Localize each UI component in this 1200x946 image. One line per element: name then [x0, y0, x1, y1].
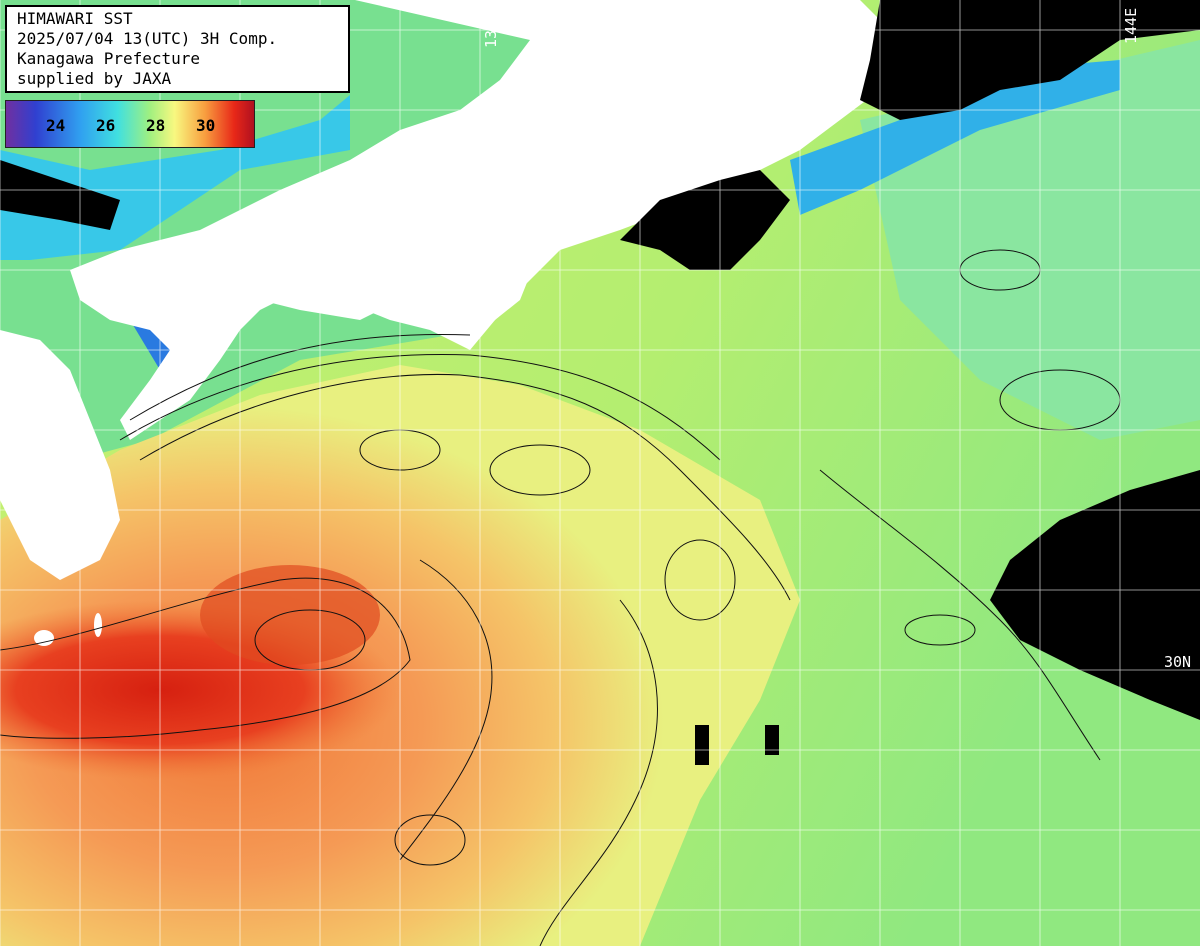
- contour-ring-4: [394, 814, 466, 866]
- cloud-east-coast: [620, 170, 790, 270]
- cloud-southeast: [990, 470, 1200, 720]
- agency: Kanagawa Prefecture: [17, 49, 201, 68]
- contour-ring-7: [904, 614, 976, 646]
- lon-label-138e: 138E: [482, 11, 500, 48]
- cloud-speck-2: [765, 725, 779, 755]
- lat-label-30n: 30N: [1164, 653, 1192, 671]
- legend-tick-26: 26: [96, 116, 116, 135]
- land-shikoku: [250, 250, 400, 320]
- cloud-speck-1: [695, 725, 709, 765]
- lon-label-144e: 144E: [1122, 7, 1140, 44]
- color-legend: 24 26 28 30: [5, 100, 255, 148]
- data-source: supplied by JAXA: [17, 69, 172, 88]
- contour-27: [129, 334, 471, 421]
- contour-27-east: [819, 469, 1101, 761]
- contour-30: [0, 577, 411, 739]
- cold-water-east-coast: [790, 60, 1120, 215]
- legend-tick-24: 24: [46, 116, 66, 135]
- hot-core-2: [200, 565, 380, 665]
- island-small-2: [94, 613, 102, 637]
- contour-28: [119, 354, 721, 461]
- island-small-1: [34, 630, 54, 646]
- contour-29-south: [399, 559, 493, 861]
- product-title: HIMAWARI SST: [17, 9, 133, 28]
- legend-colorbar: [6, 101, 254, 147]
- legend-tick-28: 28: [146, 116, 166, 135]
- timestamp: 2025/07/04 13(UTC) 3H Comp.: [17, 29, 278, 48]
- info-box: HIMAWARI SST 2025/07/04 13(UTC) 3H Comp.…: [5, 5, 350, 93]
- land-kii-peninsula: [430, 220, 540, 340]
- cloud-west: [0, 160, 120, 230]
- legend-tick-30: 30: [196, 116, 216, 135]
- contour-29: [139, 374, 791, 601]
- contour-ring-2: [489, 444, 591, 496]
- land-kyushu: [0, 330, 120, 580]
- contour-ring-8: [664, 539, 736, 621]
